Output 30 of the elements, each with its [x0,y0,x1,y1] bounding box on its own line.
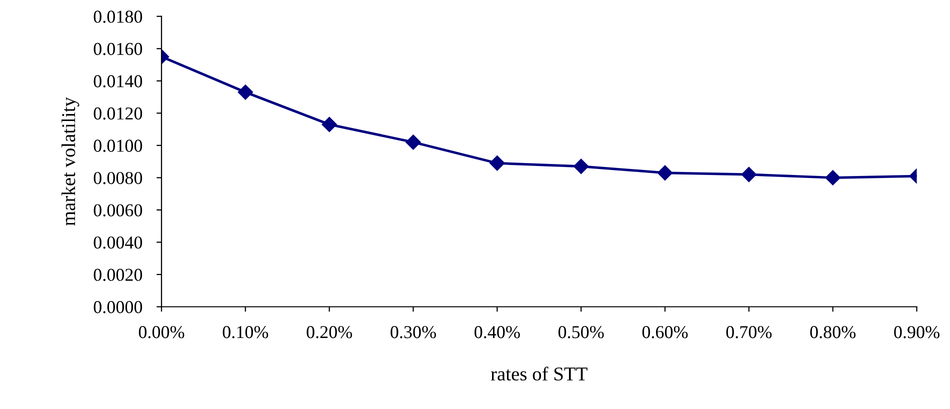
point [322,116,337,132]
x-tick-label: 0.20% [306,326,352,338]
y-tick-label: 0.0120 [94,107,142,120]
point [657,165,673,180]
point [490,156,505,171]
y-tick-label: 0.0160 [94,42,142,56]
x-tick-label: 0.60% [642,326,688,338]
x-tick-label: 0.90% [894,326,940,338]
y-tick-label: 0.0040 [94,236,142,249]
y-tick-label: 0.0140 [94,75,142,88]
point [574,158,589,174]
point [741,166,756,182]
x-tick-label: 0.40% [474,326,520,338]
x-tick-label: 0.50% [558,326,604,338]
point [406,134,421,150]
x-tick-label: 0.00% [138,326,184,338]
y-tick-label: 0.0020 [94,268,142,282]
y-tick-label: 0.0080 [94,172,142,184]
y-tick-label: 0.0100 [94,140,142,152]
point [238,84,253,100]
x-axis-title: rates of STT [490,366,588,381]
x-tick-label: 0.30% [390,326,436,338]
x-tick-label: 0.10% [222,326,268,338]
y-tick-label: 0.0000 [94,301,142,314]
y-tick-label: 0.0060 [94,204,142,216]
x-tick-label: 0.80% [810,326,856,338]
x-tick-label: 0.70% [726,326,772,338]
point [825,170,840,186]
y-axis-title: market volatility [62,97,80,226]
y-tick-label: 0.0180 [94,10,142,23]
